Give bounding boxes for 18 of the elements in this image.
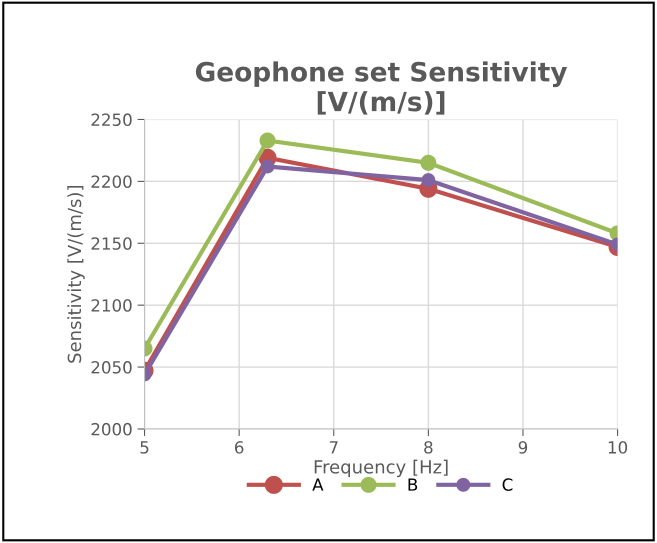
y-tick-label: 2100 (92, 299, 132, 312)
legend-label: B (408, 478, 418, 491)
y-tick-label: 2150 (92, 237, 132, 250)
y-tick-label: 2000 (92, 422, 132, 436)
y-tick-label: 2250 (92, 113, 132, 126)
chart-title: Geophone set Sensitivity [V/(m/s)] (196, 61, 568, 115)
legend-label: C (502, 478, 512, 491)
y-axis-title: Sensitivity [V/(m/s)] (67, 186, 85, 363)
x-tick-label: 7 (330, 441, 338, 454)
x-tick-label: 6 (235, 441, 244, 454)
x-tick-label: 8 (424, 441, 433, 454)
y-tick-label: 2050 (92, 361, 132, 374)
y-tick-label: 2200 (92, 175, 132, 188)
x-tick-label: 10 (608, 441, 628, 454)
x-tick-label: 5 (140, 441, 148, 454)
x-axis-title: Frequency [Hz] (314, 460, 448, 478)
legend-label: A (312, 478, 324, 491)
x-tick-label: 9 (518, 441, 528, 454)
